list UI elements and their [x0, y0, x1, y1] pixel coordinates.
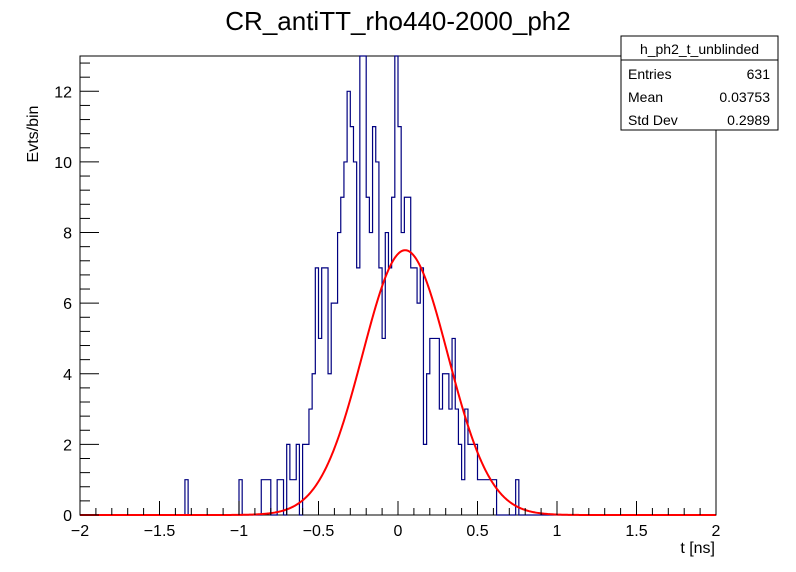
- histogram-bin: [401, 233, 404, 515]
- histogram-bin: [433, 338, 436, 515]
- histogram-bin: [439, 409, 442, 515]
- y-tick-label: 2: [63, 437, 72, 454]
- stats-mean-label: Mean: [628, 89, 663, 105]
- histogram-bin: [347, 91, 350, 515]
- histogram-bin: [325, 268, 328, 515]
- histogram-bin: [322, 268, 325, 515]
- histogram-bin: [484, 480, 487, 515]
- y-tick-label: 8: [63, 226, 72, 243]
- histogram-bin: [360, 56, 363, 515]
- histogram-bin: [363, 56, 366, 515]
- histogram-bin: [334, 303, 337, 515]
- histogram-bin: [315, 268, 318, 515]
- stats-entries-label: Entries: [628, 66, 672, 82]
- gaussian-fit-curve: [80, 249, 716, 516]
- histogram-bin: [350, 127, 353, 515]
- stats-stddev-label: Std Dev: [628, 112, 678, 128]
- x-tick-label: 0: [394, 523, 403, 540]
- histogram-bin: [379, 268, 382, 515]
- histogram-bin: [449, 409, 452, 515]
- histogram-bin: [516, 480, 519, 515]
- histogram-bin: [408, 197, 411, 515]
- y-tick-label: 0: [63, 508, 72, 525]
- histogram-bin: [261, 480, 264, 515]
- histogram-bin: [417, 303, 420, 515]
- histogram-bin: [446, 374, 449, 515]
- y-tick-label: 12: [54, 84, 72, 101]
- histogram-bin: [309, 409, 312, 515]
- x-tick-label: −1.5: [144, 523, 176, 540]
- histogram-bin: [293, 480, 296, 515]
- y-tick-label: 4: [63, 367, 72, 384]
- histogram-bin: [290, 480, 293, 515]
- histogram-bin: [277, 480, 280, 515]
- stats-box-frame: [620, 35, 779, 131]
- histogram-bin: [436, 338, 439, 515]
- histogram-bin: [423, 444, 426, 515]
- histogram-bin: [185, 480, 188, 515]
- histogram-bin: [344, 162, 347, 515]
- x-tick-label: 2: [712, 523, 721, 540]
- x-tick-label: 0.5: [466, 523, 488, 540]
- fit-series: [80, 249, 716, 516]
- histogram-bin: [411, 268, 414, 515]
- stats-box-title: h_ph2_t_unblinded: [640, 41, 759, 57]
- x-tick-label: 1: [553, 523, 562, 540]
- histogram-bin: [353, 162, 356, 515]
- histogram-bin: [487, 480, 490, 515]
- histogram-bin: [303, 444, 306, 515]
- histogram-bin: [331, 303, 334, 515]
- stats-entries-value: 631: [747, 66, 771, 82]
- x-axis: −2 −1.5 −1 −0.5 0 0.5 1 1.5 2: [71, 501, 721, 540]
- histogram-bin: [376, 162, 379, 515]
- y-axis: 0 2 4 6 8 10 12: [54, 62, 99, 525]
- histogram-bin: [264, 480, 267, 515]
- x-tick-label: −1: [230, 523, 248, 540]
- histogram-bin: [430, 338, 433, 515]
- x-tick-label: −2: [71, 523, 89, 540]
- histogram-bin: [398, 127, 401, 515]
- y-tick-label: 10: [54, 155, 72, 172]
- histogram-bin: [338, 233, 341, 515]
- histogram-bin: [328, 374, 331, 515]
- histogram-bin: [341, 197, 344, 515]
- histogram-bin: [392, 197, 395, 515]
- histogram-bin: [287, 444, 290, 515]
- histogram-bin: [458, 444, 461, 515]
- stats-box: h_ph2_t_unblinded Entries 631 Mean 0.037…: [620, 35, 779, 131]
- y-tick-label: 6: [63, 296, 72, 313]
- histogram-bin: [468, 444, 471, 515]
- stats-stddev-value: 0.2989: [727, 112, 770, 128]
- chart-title: CR_antiTT_rho440-2000_ph2: [225, 6, 570, 36]
- histogram-bin: [357, 268, 360, 515]
- histogram-bin: [404, 197, 407, 515]
- histogram-bin: [373, 127, 376, 515]
- histogram-bin: [395, 56, 398, 515]
- histogram-bin: [481, 480, 484, 515]
- histogram-bin: [427, 374, 430, 515]
- stats-mean-value: 0.03753: [719, 89, 770, 105]
- histogram-bin: [443, 374, 446, 515]
- x-tick-label: −0.5: [303, 523, 335, 540]
- histogram-bin: [306, 444, 309, 515]
- histogram-bin: [388, 268, 391, 515]
- histogram-bin: [414, 268, 417, 515]
- histogram-bin: [319, 338, 322, 515]
- histogram-bin: [382, 338, 385, 515]
- y-axis-label: Evts/bin: [25, 106, 42, 163]
- x-axis-label: t [ns]: [680, 540, 715, 557]
- histogram-bin: [366, 197, 369, 515]
- histogram-bin: [420, 268, 423, 515]
- histogram-bin: [471, 444, 474, 515]
- histogram-bin: [455, 409, 458, 515]
- histogram-bin: [452, 338, 455, 515]
- x-tick-label: 1.5: [625, 523, 647, 540]
- histogram-bin: [369, 233, 372, 515]
- histogram-bin: [312, 374, 315, 515]
